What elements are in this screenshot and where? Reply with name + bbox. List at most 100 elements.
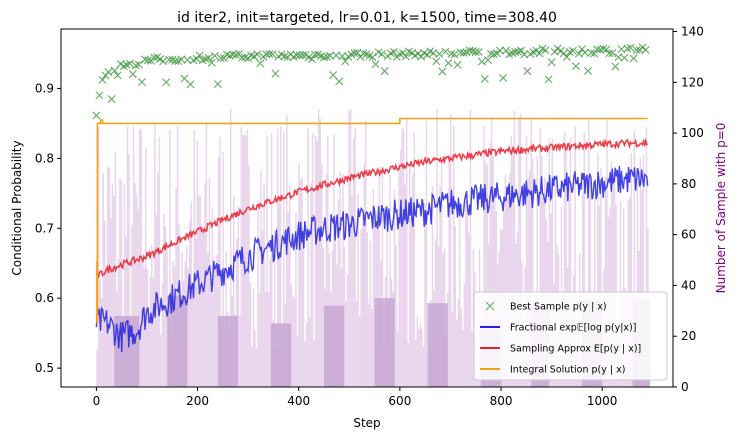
best-sample-point [298, 50, 307, 59]
bar [100, 298, 103, 387]
bar [322, 247, 325, 387]
y-tick-label: 0.8 [35, 151, 54, 165]
bar [544, 177, 546, 387]
bar [108, 166, 111, 387]
bar [311, 133, 314, 387]
best-sample-point [280, 52, 289, 61]
best-sample-point [544, 75, 553, 84]
bar [645, 127, 648, 387]
y-tick-label: 0.7 [35, 221, 54, 235]
bar [270, 133, 273, 387]
best-sample-point [143, 56, 153, 65]
x-axis-label: Step [353, 416, 380, 430]
bar [116, 290, 118, 387]
bar [316, 141, 318, 387]
best-sample-point [195, 51, 204, 60]
y2-tick-label: 20 [681, 329, 696, 343]
x-tick-label: 600 [388, 394, 411, 408]
bar [275, 348, 277, 387]
best-sample-point [140, 55, 149, 64]
bar [416, 316, 419, 387]
bar-band [270, 323, 292, 387]
y2-axis-label: Number of Sample with p=0 [714, 123, 728, 294]
bar [195, 238, 197, 387]
bar [328, 252, 331, 387]
bar [272, 320, 274, 387]
best-sample-point [335, 77, 344, 86]
bar [504, 174, 507, 387]
bar [191, 292, 194, 387]
best-sample-point [150, 53, 159, 62]
bar-band [427, 303, 448, 387]
bar [642, 154, 645, 387]
bar [292, 295, 294, 387]
best-sample-point [632, 46, 641, 55]
bar [170, 335, 173, 387]
y2-tick-label: 100 [681, 126, 704, 140]
best-sample-point [110, 66, 119, 75]
bar [425, 120, 428, 387]
bar [214, 269, 217, 387]
bar [405, 117, 408, 387]
bar [443, 248, 446, 387]
bar [436, 109, 438, 387]
bar [399, 150, 402, 387]
bar [433, 290, 435, 387]
best-sample-point [162, 78, 171, 87]
bar [360, 228, 362, 387]
best-sample-point [447, 49, 456, 58]
y-tick-label: 0.6 [35, 291, 54, 305]
bar [298, 163, 300, 387]
bar [225, 250, 227, 387]
bar [281, 343, 284, 387]
bar [448, 154, 450, 387]
bar [173, 265, 176, 387]
bar [258, 293, 261, 387]
axes: 0 200 400 600 800 1000 0.5 0.6 0.7 0.8 0.9 0 20 40 60 8… [35, 25, 704, 408]
legend-label: Sampling Approx E[p(y | x)] [510, 344, 641, 355]
bar [307, 127, 309, 387]
bar [568, 184, 570, 387]
bar [257, 200, 259, 387]
bar [446, 293, 449, 387]
bar [252, 289, 255, 387]
bar [336, 264, 338, 387]
bar [324, 289, 326, 387]
bar [413, 132, 416, 387]
best-sample-point [107, 95, 116, 104]
bar [398, 162, 400, 387]
bar [131, 225, 133, 387]
best-sample-point [523, 67, 532, 76]
bar [314, 135, 317, 387]
bar [331, 251, 334, 387]
bar [415, 339, 417, 387]
bar [157, 173, 159, 387]
bar [346, 273, 349, 387]
bar [486, 164, 488, 387]
bar [404, 184, 406, 387]
bar [251, 346, 253, 387]
bar [641, 189, 643, 387]
bar [386, 218, 388, 387]
best-sample-point [623, 44, 632, 53]
bar [452, 125, 455, 387]
best-sample-point [265, 49, 274, 59]
bar [210, 288, 212, 387]
x-tick-label: 1000 [587, 394, 618, 408]
bar [375, 213, 378, 387]
bar [540, 155, 543, 387]
bar [456, 319, 458, 387]
best-sample-point [292, 51, 301, 60]
best-sample-point [350, 49, 359, 58]
bar [207, 253, 209, 387]
bar [283, 131, 285, 387]
bar [175, 188, 177, 387]
bar [246, 129, 249, 387]
best-sample-point [104, 68, 113, 77]
sampling-approx-line [95, 138, 648, 279]
bar [451, 312, 453, 387]
bar [393, 189, 396, 387]
bar [539, 128, 541, 387]
bar [396, 330, 399, 387]
bar-band [324, 305, 345, 387]
